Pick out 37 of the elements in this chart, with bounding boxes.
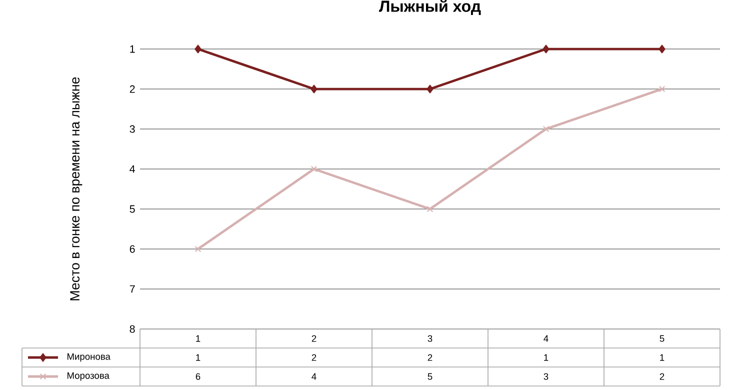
point <box>194 44 202 54</box>
point <box>310 166 318 172</box>
data-label: 4 <box>312 373 316 380</box>
point <box>658 86 666 92</box>
data-label: 2 <box>660 373 664 380</box>
data-label: 5 <box>428 373 432 380</box>
y-tick-label: 5 <box>130 205 135 213</box>
x-tick-label: 3 <box>428 335 432 342</box>
legend-label: Морозова <box>67 372 110 381</box>
point <box>542 126 550 132</box>
y-tick-label: 1 <box>130 45 135 53</box>
x-tick-label: 4 <box>544 335 548 342</box>
data-label: 1 <box>196 354 200 361</box>
x-tick-label: 5 <box>660 335 664 342</box>
point <box>542 44 550 54</box>
data-label: 6 <box>196 373 200 380</box>
x-tick-label: 2 <box>312 335 316 342</box>
y-tick-label: 8 <box>130 325 135 333</box>
legend-label: Миронова <box>67 353 110 362</box>
point <box>194 246 202 252</box>
point <box>658 44 666 54</box>
y-tick-label: 4 <box>130 165 135 173</box>
y-tick-label: 3 <box>130 125 135 133</box>
data-label: 1 <box>544 354 548 361</box>
point <box>426 84 434 94</box>
chart-title: Лыжный ход <box>379 0 481 15</box>
point <box>310 84 318 94</box>
y-axis-title: Место в гонке по времени на лыжне <box>70 77 82 300</box>
y-tick-label: 6 <box>130 245 135 253</box>
y-tick-label: 2 <box>130 85 135 93</box>
data-label: 3 <box>544 373 548 380</box>
data-label: 2 <box>312 354 316 361</box>
x-tick-label: 1 <box>196 335 200 342</box>
data-label: 1 <box>660 354 664 361</box>
y-tick-label: 7 <box>130 285 135 293</box>
point <box>426 206 434 212</box>
data-label: 2 <box>428 354 432 361</box>
